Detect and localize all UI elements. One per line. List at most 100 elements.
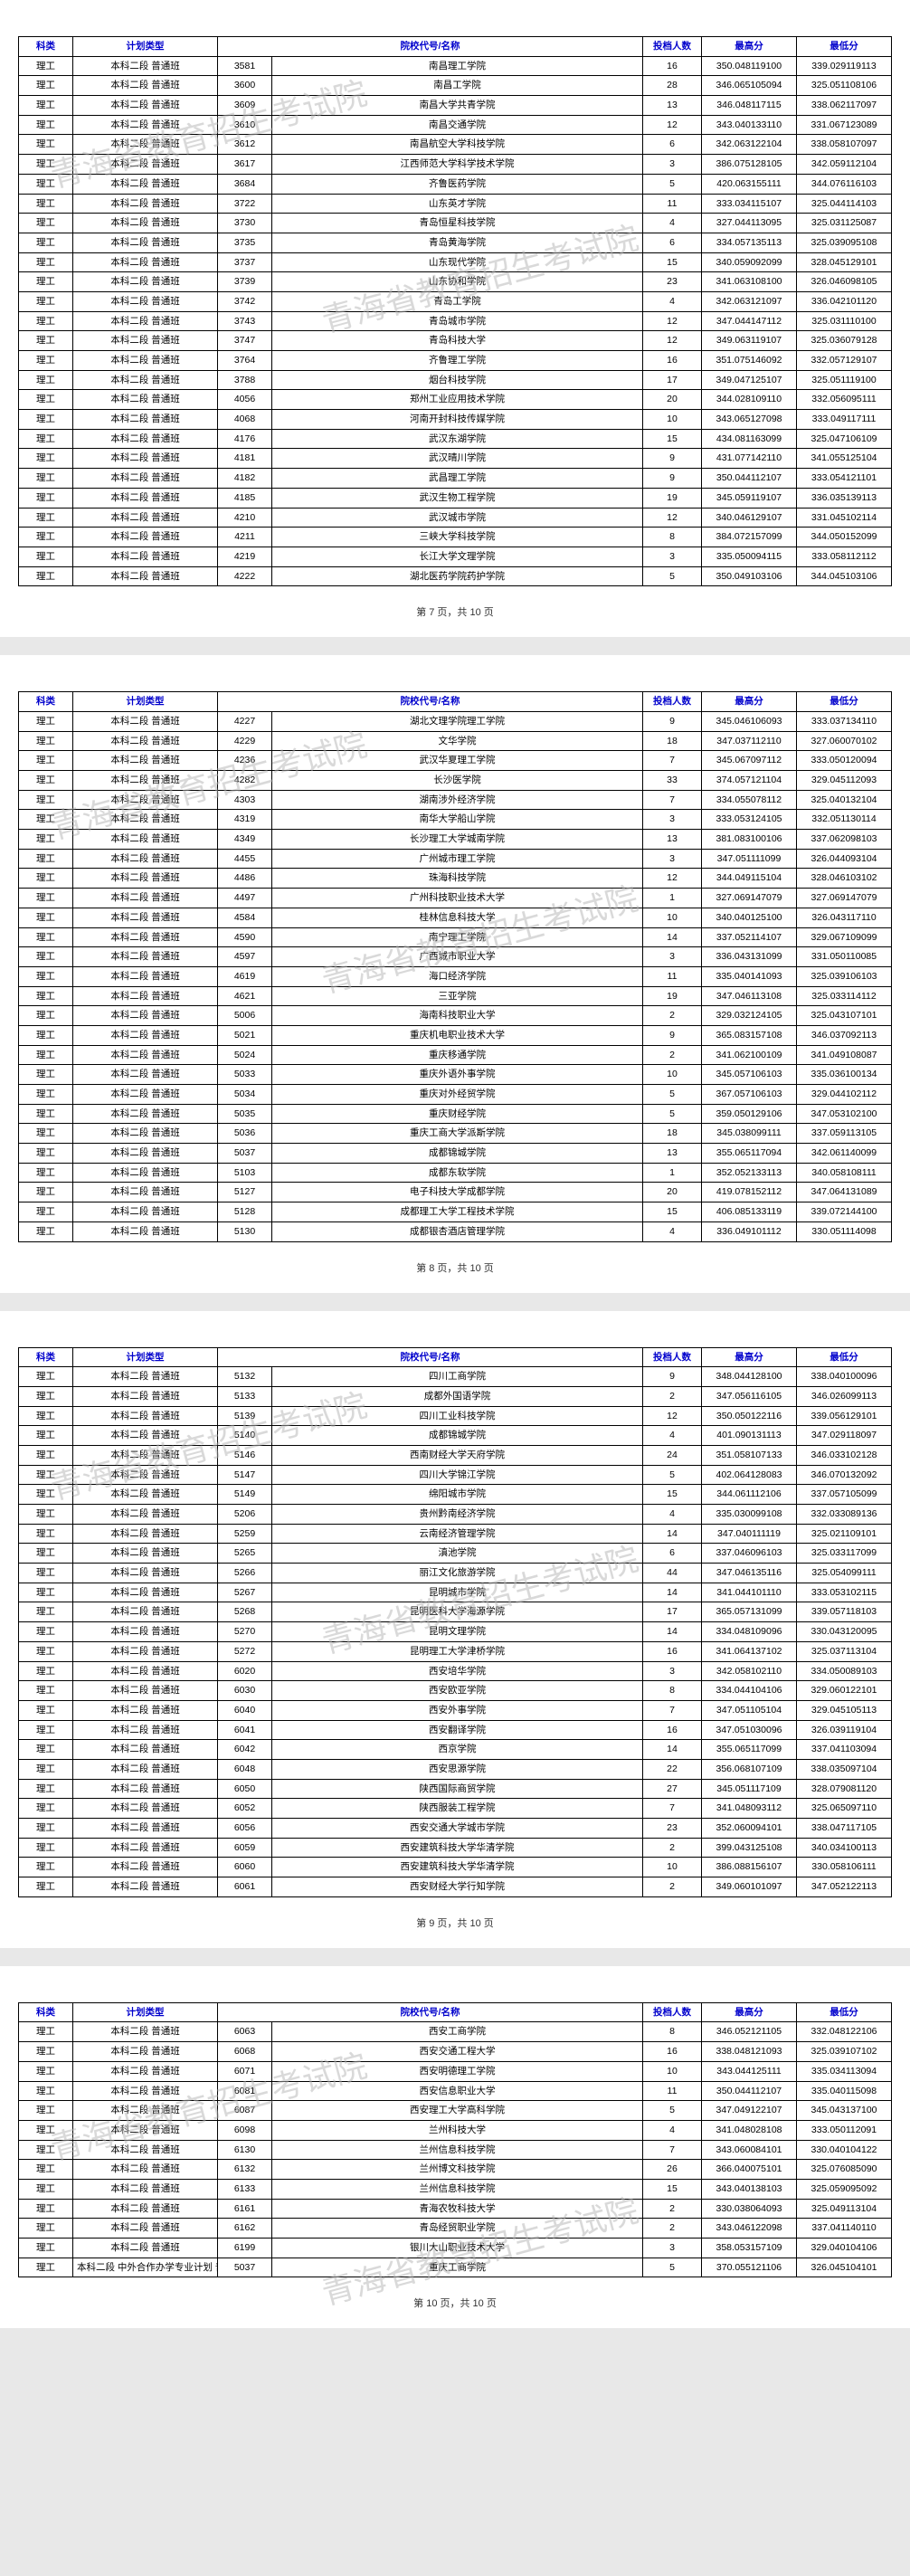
cell: 理工: [19, 889, 73, 908]
cell: 4584: [218, 908, 272, 927]
table-row: 理工本科二段 普通班3764齐鲁理工学院16351.075146092332.0…: [19, 351, 892, 371]
cell: 327.060070102: [797, 731, 892, 751]
cell: 理工: [19, 1386, 73, 1406]
cell: 理工: [19, 76, 73, 96]
table-row: 理工本科二段 普通班3609南昌大学共青学院13346.048117115338…: [19, 96, 892, 116]
cell: 341.044101110: [702, 1583, 797, 1602]
cell: 理工: [19, 1085, 73, 1105]
table-row: 理工本科二段 普通班5139四川工业科技学院12350.050122116339…: [19, 1406, 892, 1426]
cell: 355.065117094: [702, 1144, 797, 1164]
cell: 4282: [218, 771, 272, 791]
cell: 本科二段 普通班: [73, 351, 218, 371]
cell: 四川工商学院: [272, 1367, 643, 1387]
cell: 理工: [19, 429, 73, 449]
cell: 本科二段 普通班: [73, 1524, 218, 1544]
cell: 理工: [19, 1045, 73, 1065]
table-row: 理工本科二段 普通班5272昆明理工大学津桥学院16341.0641371023…: [19, 1641, 892, 1661]
cell: 342.058102110: [702, 1661, 797, 1681]
cell: 347.053102100: [797, 1104, 892, 1124]
cell: 珠海科技学院: [272, 869, 643, 889]
table-row: 理工本科二段 普通班4319南华大学船山学院3333.053124105332.…: [19, 810, 892, 830]
cell: 4: [643, 1505, 702, 1525]
cell: 330.051114098: [797, 1221, 892, 1241]
cell: 4236: [218, 751, 272, 771]
table-row: 理工本科二段 普通班5206贵州黔南经济学院4335.030099108332.…: [19, 1505, 892, 1525]
cell: 重庆财经学院: [272, 1104, 643, 1124]
cell: 343.044125111: [702, 2061, 797, 2081]
cell: 339.056129101: [797, 1406, 892, 1426]
table-row: 理工本科二段 普通班6130兰州信息科技学院7343.060084101330.…: [19, 2140, 892, 2160]
th-min: 最低分: [797, 2002, 892, 2022]
cell: 重庆工商学院: [272, 2258, 643, 2277]
cell: 本科二段 普通班: [73, 194, 218, 214]
cell: 345.043137100: [797, 2101, 892, 2121]
cell: 理工: [19, 547, 73, 566]
cell: 8: [643, 2022, 702, 2042]
cell: 6030: [218, 1681, 272, 1701]
cell: 341.049108087: [797, 1045, 892, 1065]
cell: 338.040100096: [797, 1367, 892, 1387]
cell: 西安培华学院: [272, 1661, 643, 1681]
cell: 本科二段 普通班: [73, 1426, 218, 1446]
cell: 13: [643, 830, 702, 850]
cell: 5021: [218, 1025, 272, 1045]
cell: 325.059095092: [797, 2179, 892, 2199]
cell: 325.049113104: [797, 2199, 892, 2219]
cell: 云南经济管理学院: [272, 1524, 643, 1544]
cell: 本科二段 普通班: [73, 429, 218, 449]
cell: 16: [643, 2042, 702, 2062]
table-row: 理工本科二段 普通班4229文华学院18347.037112110327.060…: [19, 731, 892, 751]
cell: 326.039119104: [797, 1720, 892, 1740]
cell: 理工: [19, 2120, 73, 2140]
cell: 本科二段 普通班: [73, 986, 218, 1006]
cell: 343.040133110: [702, 115, 797, 135]
cell: 4621: [218, 986, 272, 1006]
cell: 334.057135113: [702, 233, 797, 252]
table-row: 理工本科二段 普通班5268昆明医科大学海源学院17365.0571310993…: [19, 1602, 892, 1622]
cell: 理工: [19, 135, 73, 155]
cell: 337.059113105: [797, 1124, 892, 1144]
cell: 烟台科技学院: [272, 370, 643, 390]
cell: 青岛恒星科技学院: [272, 214, 643, 233]
cell: 44: [643, 1564, 702, 1583]
cell: 理工: [19, 731, 73, 751]
table-row: 理工本科二段 普通班6041西安翻译学院16347.051030096326.0…: [19, 1720, 892, 1740]
table-row: 理工本科二段 普通班6020西安培华学院3342.058102110334.05…: [19, 1661, 892, 1681]
cell: 昆明医科大学海源学院: [272, 1602, 643, 1622]
table-row: 理工本科二段 普通班5037成都锦城学院13355.065117094342.0…: [19, 1144, 892, 1164]
cell: 9: [643, 1025, 702, 1045]
cell: 理工: [19, 1124, 73, 1144]
cell: 335.030099108: [702, 1505, 797, 1525]
cell: 367.057106103: [702, 1085, 797, 1105]
cell: 341.048093112: [702, 1799, 797, 1819]
cell: 理工: [19, 56, 73, 76]
cell: 331.050110085: [797, 947, 892, 967]
cell: 5: [643, 1085, 702, 1105]
cell: 328.046103102: [797, 869, 892, 889]
cell: 342.063122104: [702, 135, 797, 155]
cell: 333.058112112: [797, 547, 892, 566]
cell: 346.070132092: [797, 1465, 892, 1485]
table-row: 理工本科二段 普通班5035重庆财经学院5359.050129106347.05…: [19, 1104, 892, 1124]
cell: 10: [643, 1065, 702, 1085]
cell: 桂林信息科技大学: [272, 908, 643, 927]
cell: 本科二段 普通班: [73, 252, 218, 272]
cell: 16: [643, 1641, 702, 1661]
cell: 理工: [19, 311, 73, 331]
cell: 330.040104122: [797, 2140, 892, 2160]
cell: 理工: [19, 1465, 73, 1485]
cell: 本科二段 普通班: [73, 311, 218, 331]
cell: 332.057129107: [797, 351, 892, 371]
table-row: 理工本科二段 普通班4211三峡大学科技学院8384.072157099344.…: [19, 528, 892, 547]
cell: 3: [643, 947, 702, 967]
cell: 7: [643, 790, 702, 810]
cell: 理工: [19, 947, 73, 967]
cell: 5033: [218, 1065, 272, 1085]
cell: 325.031125087: [797, 214, 892, 233]
cell: 4455: [218, 849, 272, 869]
table-row: 理工本科二段 普通班3610南昌交通学院12343.040133110331.0…: [19, 115, 892, 135]
cell: 334.048109096: [702, 1622, 797, 1642]
cell: 3610: [218, 115, 272, 135]
cell: 3730: [218, 214, 272, 233]
cell: 山东现代学院: [272, 252, 643, 272]
